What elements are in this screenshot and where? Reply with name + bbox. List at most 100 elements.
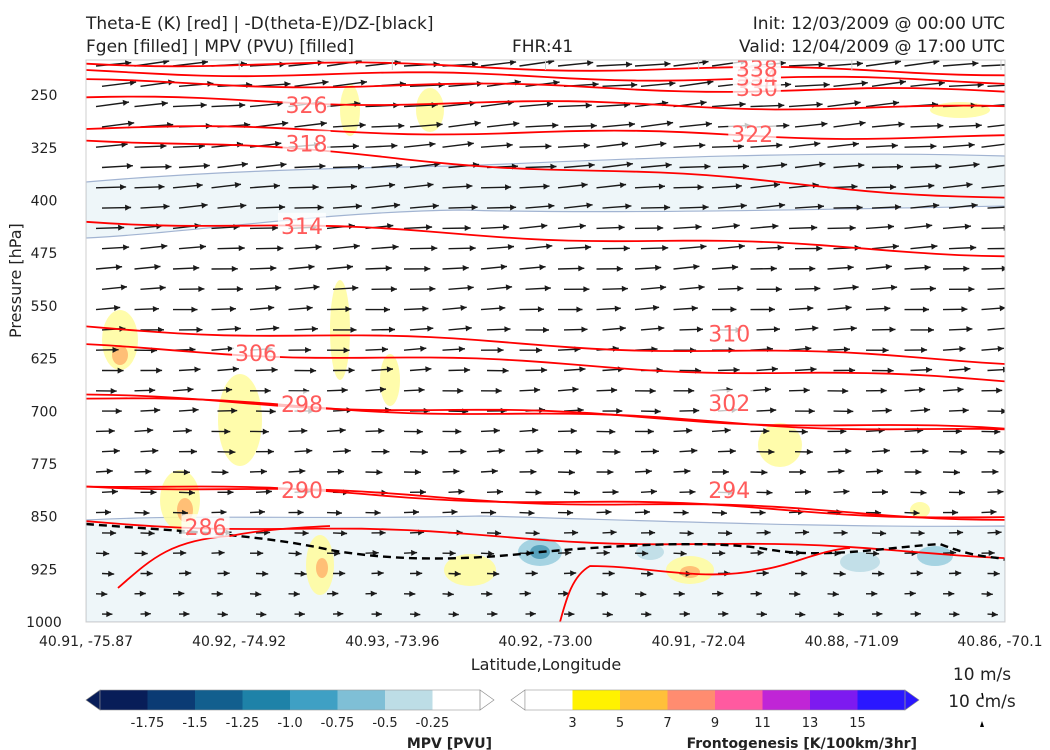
wind-vector-head — [837, 611, 844, 618]
wind-vector-head — [1010, 204, 1016, 210]
wind-vector-head — [628, 121, 636, 128]
wind-vector-head — [1038, 305, 1044, 311]
wind-vector-head — [768, 448, 775, 455]
wind-vector-head — [335, 509, 343, 516]
wind-vector-head — [420, 345, 427, 352]
wind-vector-head — [811, 224, 818, 231]
wind-vector-head — [458, 488, 465, 495]
wind-vector-head — [313, 284, 320, 291]
theta-e-contour — [86, 220, 1005, 258]
wind-vector-head — [125, 204, 132, 211]
wind-vector-head — [625, 203, 632, 210]
wind-vector-head — [771, 366, 778, 373]
theta-e-contour — [86, 397, 1005, 431]
wind-vector-head — [616, 408, 623, 415]
wind-vector — [1020, 228, 1048, 229]
wind-vector-head — [720, 509, 728, 516]
wind-vector-head — [300, 570, 307, 577]
wind-vector-head — [152, 447, 159, 454]
wind-vector-head — [141, 550, 148, 557]
wind-vector-head — [302, 530, 309, 537]
wind-vector-head — [360, 79, 367, 86]
colorbar-swatch — [290, 690, 338, 710]
colorbar-swatch — [620, 690, 668, 710]
wind-vector-head — [684, 468, 691, 475]
wind-vector-head — [104, 509, 112, 516]
wind-vector-head — [931, 243, 938, 250]
wind-vector-head — [662, 245, 669, 252]
wind-vector-head — [388, 326, 396, 333]
y-tick-label: 700 — [31, 404, 58, 420]
wind-vector-head — [531, 570, 538, 577]
wind-vector-head — [139, 590, 146, 597]
colorbar-title: MPV [PVU] — [407, 736, 492, 750]
wind-vector-head — [203, 162, 210, 169]
wind-vector-head — [218, 549, 225, 556]
theta-e-contour — [86, 95, 1005, 111]
wind-vector — [987, 206, 1005, 209]
wind-vector-head — [664, 61, 671, 68]
wind-vector-head — [119, 184, 127, 191]
wind-vector-head — [659, 284, 667, 291]
wind-vector-head — [960, 448, 967, 455]
wind-vector-head — [544, 285, 551, 292]
wind-vector-head — [972, 60, 979, 67]
wind-vector-head — [583, 142, 590, 149]
wind-vector-head — [922, 448, 929, 455]
wind-vector — [981, 143, 1005, 148]
forecast-hour: FHR:41 — [512, 37, 574, 57]
wind-vector-head — [150, 489, 157, 496]
wind-vector-head — [231, 407, 238, 414]
wind-vector-head — [453, 468, 460, 475]
colorbar-tick: -1.25 — [226, 716, 260, 731]
colorbar-swatch — [857, 690, 906, 710]
wind-vector-head — [660, 141, 667, 148]
wind-vector-head — [424, 265, 431, 272]
wind-vector-head — [702, 204, 709, 211]
wind-vector-head — [222, 469, 229, 476]
wind-vector-head — [997, 345, 1004, 352]
colorbar-frame — [99, 689, 481, 711]
wind-vector-head — [183, 469, 190, 476]
wind-vector-head — [396, 162, 403, 169]
wind-vector-head — [312, 184, 319, 191]
title-left-1: Theta-E (K) [red] | -D(theta-E)/DZ-[blac… — [86, 14, 434, 34]
wind-vector-head — [652, 448, 659, 455]
wind-vector-head — [807, 305, 814, 312]
wind-vector-head — [377, 570, 384, 577]
colorbar-swatch — [337, 690, 386, 710]
colorbar-extend-right — [479, 689, 495, 711]
theta-e-label-310: 310 — [708, 322, 750, 347]
wind-vector-head — [729, 448, 736, 455]
wind-vector-head — [154, 264, 161, 270]
wind-vector-head — [474, 120, 481, 127]
wind-vector-head — [784, 81, 792, 88]
wind-vector-head — [232, 366, 239, 373]
wind-vector-head — [553, 79, 560, 86]
wind-vector-head — [585, 102, 592, 109]
wind-vector-head — [719, 550, 726, 557]
wind-vector-head — [311, 326, 318, 333]
wind-vector-head — [498, 447, 505, 454]
theta-e-label-294: 294 — [708, 479, 750, 504]
wind-vector-head — [533, 530, 540, 537]
theta-e-contour — [86, 69, 1005, 85]
wind-vector-head — [733, 367, 740, 374]
wind-vector-head — [158, 183, 165, 190]
wind-vector-head — [707, 79, 714, 86]
wind-vector-head — [806, 448, 813, 455]
wind-vector-head — [816, 245, 823, 252]
wind-vector-head — [757, 549, 764, 556]
wind-vector-head — [117, 367, 124, 374]
wind-vector-head — [654, 408, 661, 415]
wind-vector-head — [344, 448, 351, 455]
wind-vector-head — [1001, 265, 1005, 272]
x-axis-label: Latitude,Longitude — [471, 655, 622, 674]
wind-vector-head — [467, 141, 474, 147]
wind-vector-head — [496, 488, 503, 495]
wind-vector-head — [631, 81, 638, 88]
wind-vector-head — [118, 224, 125, 231]
wind-vector-head — [529, 610, 536, 617]
colorbar-swatch — [147, 690, 196, 710]
wind-vector-head — [414, 611, 421, 618]
